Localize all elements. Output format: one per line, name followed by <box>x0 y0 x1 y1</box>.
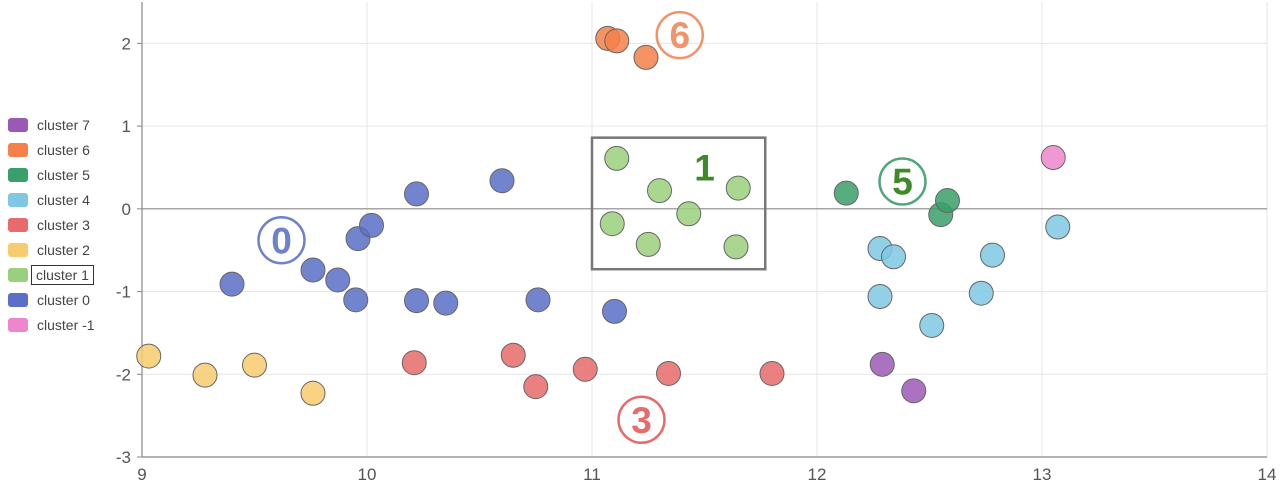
cluster-1-highlight-box <box>590 136 767 271</box>
data-point <box>604 145 630 171</box>
legend-label: cluster 1 <box>31 264 94 285</box>
data-point <box>1040 145 1066 171</box>
legend-item[interactable]: cluster 3 <box>4 212 95 237</box>
data-point <box>633 44 659 70</box>
data-point <box>602 298 627 324</box>
data-point <box>604 28 630 54</box>
data-point <box>980 242 1005 268</box>
y-tick-label: -3 <box>116 448 131 467</box>
data-point <box>325 267 351 293</box>
data-point <box>404 181 429 207</box>
annotation-label: 1 <box>694 147 715 188</box>
data-point <box>343 287 369 313</box>
legend-label: cluster 2 <box>37 241 90 258</box>
data-point <box>725 175 751 201</box>
data-point <box>599 211 625 237</box>
data-point <box>867 284 893 310</box>
data-point <box>968 280 994 306</box>
x-tick-label: 14 <box>1258 465 1277 484</box>
data-point <box>1045 214 1071 240</box>
data-point <box>723 234 749 260</box>
data-point <box>192 362 218 388</box>
cluster-annotations: 0 6 1 5 3 <box>257 10 927 445</box>
annotation-ring <box>257 216 306 265</box>
data-point <box>869 351 895 377</box>
y-tick-label: 0 <box>122 200 131 219</box>
data-point <box>401 350 427 376</box>
annotation-label: 0 <box>271 220 292 261</box>
annotation-label: 3 <box>631 400 652 441</box>
legend-label: cluster 5 <box>37 166 90 183</box>
data-point <box>500 342 526 368</box>
data-point <box>433 290 459 316</box>
x-tick-label: 10 <box>358 465 377 484</box>
data-point <box>300 257 326 283</box>
data-point <box>676 201 702 227</box>
legend-swatch <box>8 292 28 307</box>
data-point <box>572 356 598 382</box>
legend-swatch <box>8 242 28 257</box>
legend-label: cluster 3 <box>37 216 90 233</box>
axes <box>137 2 1267 458</box>
highlight-box <box>590 136 767 271</box>
data-point <box>242 352 267 378</box>
data-point <box>833 180 859 206</box>
legend-swatch <box>8 142 28 157</box>
annotation-ring <box>655 10 704 60</box>
data-point <box>656 360 681 386</box>
data-point <box>219 271 245 297</box>
data-point <box>525 287 551 313</box>
x-tick-label: 12 <box>808 465 827 484</box>
legend-label: cluster 6 <box>37 141 90 158</box>
legend-swatch <box>8 267 28 282</box>
data-point <box>404 288 429 314</box>
annotation-label: 6 <box>669 15 690 56</box>
data-point <box>523 374 549 400</box>
data-point <box>935 188 960 214</box>
data-point <box>136 343 162 369</box>
data-point <box>881 244 906 270</box>
legend-item[interactable]: cluster 7 <box>4 112 95 137</box>
data-point <box>901 378 927 404</box>
data-point <box>919 312 945 338</box>
annotation-ring <box>878 157 927 206</box>
legend-label: cluster -1 <box>37 316 95 333</box>
legend-item[interactable]: cluster 5 <box>4 162 95 187</box>
data-point <box>647 178 672 204</box>
legend-item[interactable]: cluster 4 <box>4 187 95 212</box>
legend-item[interactable]: cluster 1 <box>4 262 95 287</box>
y-tick-label: -2 <box>116 365 131 384</box>
legend-swatch <box>8 167 28 182</box>
legend-item[interactable]: cluster 6 <box>4 137 95 162</box>
data-point <box>635 231 661 257</box>
legend-label: cluster 0 <box>37 291 90 308</box>
y-tick-label: 2 <box>122 34 131 53</box>
legend-item[interactable]: cluster 2 <box>4 237 95 262</box>
y-tick-label: -1 <box>116 283 131 302</box>
legend-swatch <box>8 117 28 132</box>
legend-swatch <box>8 317 28 332</box>
x-tick-label: 11 <box>583 465 601 484</box>
data-point <box>489 168 515 194</box>
data-point <box>759 360 785 386</box>
legend: cluster 7 cluster 6 cluster 5 cluster 4 clus… <box>4 112 95 337</box>
data-point <box>359 212 384 238</box>
data-points <box>136 25 1071 406</box>
legend-item[interactable]: cluster 0 <box>4 287 95 312</box>
x-tick-label: 13 <box>1033 465 1052 484</box>
legend-swatch <box>8 217 28 232</box>
annotation-ring <box>617 395 666 445</box>
legend-label: cluster 7 <box>37 116 90 133</box>
legend-label: cluster 4 <box>37 191 90 208</box>
data-point <box>300 380 326 406</box>
y-tick-label: 1 <box>122 117 131 136</box>
x-tick-label: 9 <box>137 465 146 484</box>
legend-item[interactable]: cluster -1 <box>4 312 95 337</box>
legend-swatch <box>8 192 28 207</box>
annotation-label: 5 <box>892 162 913 203</box>
